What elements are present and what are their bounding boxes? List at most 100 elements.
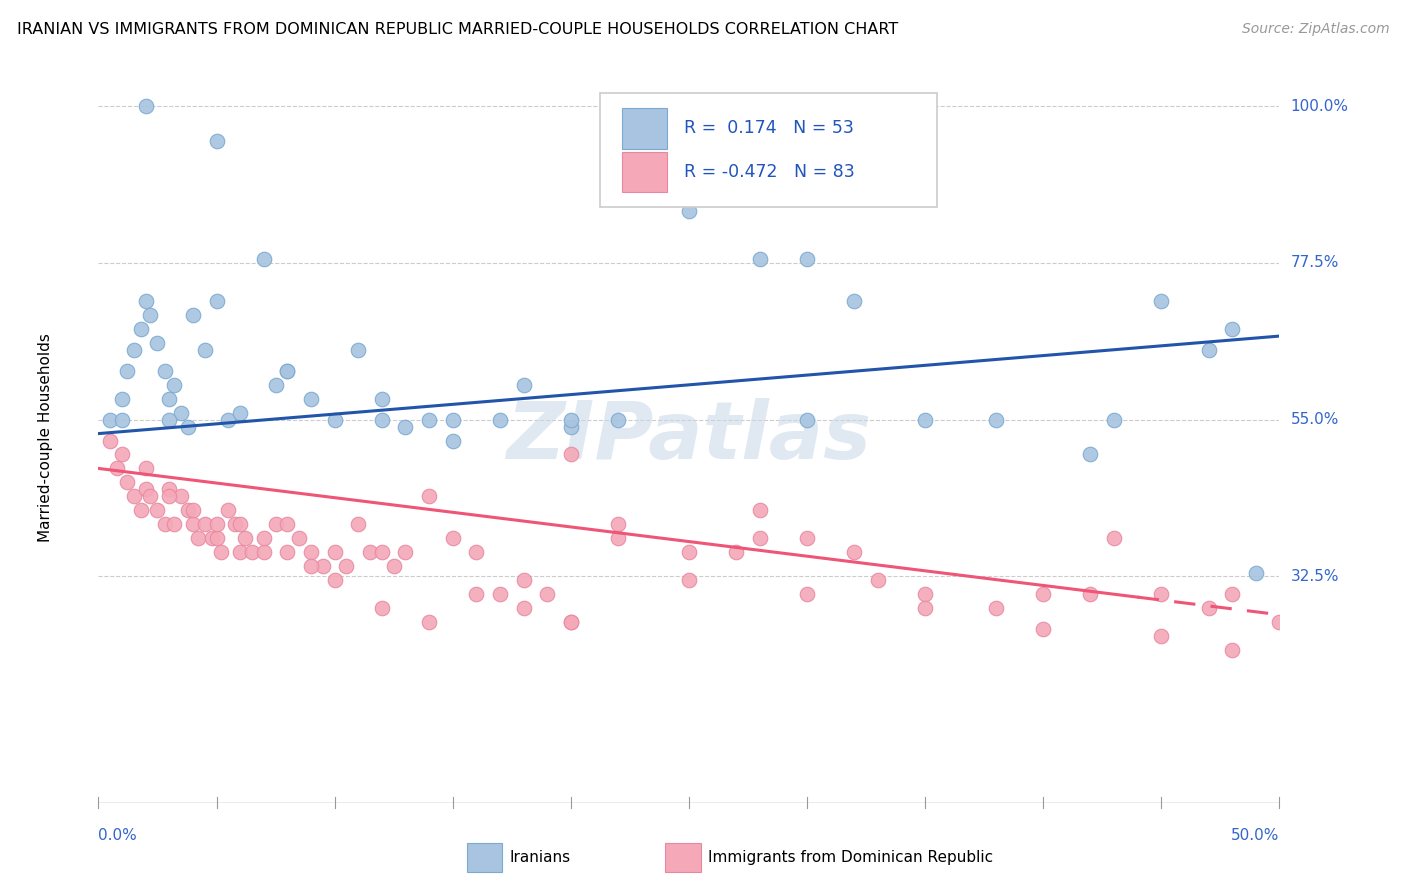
Point <box>1150 629 1173 643</box>
Point <box>181 308 204 322</box>
Point <box>205 134 228 148</box>
Point <box>187 531 209 545</box>
Point <box>233 531 256 545</box>
Point <box>748 503 770 517</box>
Point <box>201 531 224 545</box>
Point <box>98 412 121 426</box>
Point <box>111 412 134 426</box>
Point <box>299 558 322 573</box>
Point <box>725 545 748 559</box>
Point <box>170 489 193 503</box>
Bar <box>665 843 700 872</box>
Point <box>441 412 464 426</box>
Text: Married-couple Households: Married-couple Households <box>38 333 53 541</box>
Point <box>153 364 176 378</box>
Point <box>105 461 128 475</box>
Point <box>194 517 217 532</box>
Point <box>796 252 818 267</box>
Point <box>1220 322 1243 336</box>
Point <box>607 531 630 545</box>
Point <box>217 503 239 517</box>
Point <box>335 558 357 573</box>
Bar <box>467 843 502 872</box>
Text: Iranians: Iranians <box>509 850 571 865</box>
Point <box>359 545 381 559</box>
Point <box>323 545 346 559</box>
Point <box>465 587 488 601</box>
Point <box>678 203 700 218</box>
Point <box>181 503 204 517</box>
Point <box>323 573 346 587</box>
Point <box>512 600 534 615</box>
Point <box>115 475 138 490</box>
Point <box>170 406 193 420</box>
Point <box>157 412 180 426</box>
Text: IRANIAN VS IMMIGRANTS FROM DOMINICAN REPUBLIC MARRIED-COUPLE HOUSEHOLDS CORRELAT: IRANIAN VS IMMIGRANTS FROM DOMINICAN REP… <box>17 22 898 37</box>
Text: 77.5%: 77.5% <box>1291 255 1339 270</box>
Point <box>560 448 582 462</box>
FancyBboxPatch shape <box>600 94 936 207</box>
Point <box>394 545 416 559</box>
Point <box>177 419 200 434</box>
Bar <box>621 108 666 149</box>
Point <box>866 573 889 587</box>
Point <box>560 615 582 629</box>
Point <box>796 587 818 601</box>
Point <box>209 545 232 559</box>
Point <box>914 587 936 601</box>
Point <box>194 343 217 357</box>
Point <box>253 545 276 559</box>
Point <box>796 412 818 426</box>
Point <box>1220 587 1243 601</box>
Text: 50.0%: 50.0% <box>1232 828 1279 843</box>
Point <box>1220 642 1243 657</box>
Point <box>418 489 440 503</box>
Point <box>205 531 228 545</box>
Point <box>796 531 818 545</box>
Text: 55.0%: 55.0% <box>1291 412 1339 427</box>
Point <box>229 517 252 532</box>
Point <box>678 545 700 559</box>
Point <box>536 587 558 601</box>
Point <box>1150 587 1173 601</box>
Point <box>312 558 335 573</box>
Point <box>299 545 322 559</box>
Point <box>512 573 534 587</box>
Point <box>382 558 405 573</box>
Point <box>371 412 394 426</box>
Text: ZIPatlas: ZIPatlas <box>506 398 872 476</box>
Point <box>441 531 464 545</box>
Point <box>748 531 770 545</box>
Point <box>129 503 152 517</box>
Point <box>264 377 287 392</box>
Text: 32.5%: 32.5% <box>1291 569 1339 584</box>
Point <box>153 517 176 532</box>
Point <box>607 412 630 426</box>
Point <box>371 545 394 559</box>
Point <box>1268 615 1291 629</box>
Point <box>394 419 416 434</box>
Point <box>465 545 488 559</box>
Point <box>347 343 370 357</box>
Point <box>323 412 346 426</box>
Point <box>115 364 138 378</box>
Text: R =  0.174   N = 53: R = 0.174 N = 53 <box>685 120 853 137</box>
Point <box>111 392 134 406</box>
Point <box>984 600 1007 615</box>
Point <box>560 419 582 434</box>
Point <box>139 489 162 503</box>
Point <box>844 294 866 309</box>
Text: Source: ZipAtlas.com: Source: ZipAtlas.com <box>1241 22 1389 37</box>
Point <box>489 587 512 601</box>
Point <box>441 434 464 448</box>
Point <box>253 252 276 267</box>
Point <box>135 294 157 309</box>
Point <box>157 489 180 503</box>
Point <box>512 377 534 392</box>
Bar <box>621 153 666 193</box>
Text: 0.0%: 0.0% <box>98 828 138 843</box>
Point <box>205 517 228 532</box>
Point <box>135 99 157 113</box>
Point <box>1198 600 1220 615</box>
Point <box>157 392 180 406</box>
